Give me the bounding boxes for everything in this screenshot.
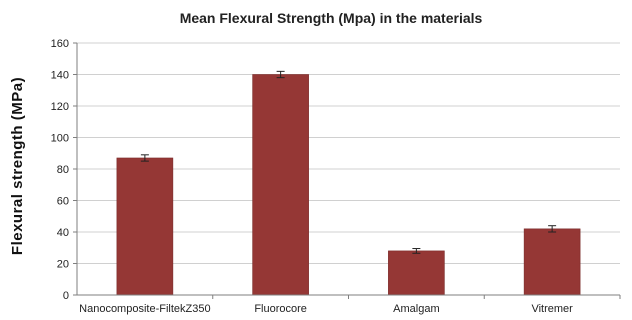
bar [116,157,174,296]
y-axis-ticks: 0 20 40 60 80 100 120 140 160 [51,38,77,302]
y-tick-label: 0 [63,290,69,302]
x-tick-label: Fluorocore [254,303,307,315]
x-tick-label: Vitremer [531,303,573,315]
y-tick-label: 140 [51,70,69,82]
x-tick-label: Nanocomposite-FiltekZ350 [79,303,210,315]
bar [388,250,445,296]
y-axis-label: Flexural strength (MPa) [9,77,26,255]
y-tick-label: 120 [51,101,69,113]
y-tick-label: 60 [57,196,69,208]
y-tick-label: 20 [57,259,69,271]
y-tick-label: 100 [51,133,69,145]
y-tick-label: 160 [51,38,69,50]
bar [252,74,309,296]
x-axis-ticks: Nanocomposite-FiltekZ350 Fluorocore Amalga… [79,295,621,315]
y-tick-label: 40 [57,227,69,239]
x-tick-label: Amalgam [393,303,439,315]
bars [116,70,581,296]
y-tick-label: 80 [57,164,69,176]
bar [523,228,581,296]
chart-title: Mean Flexural Strength (Mpa) in the mate… [180,10,483,26]
